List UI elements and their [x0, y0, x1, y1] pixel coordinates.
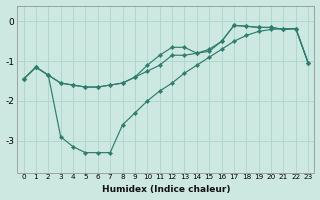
- X-axis label: Humidex (Indice chaleur): Humidex (Indice chaleur): [102, 185, 230, 194]
